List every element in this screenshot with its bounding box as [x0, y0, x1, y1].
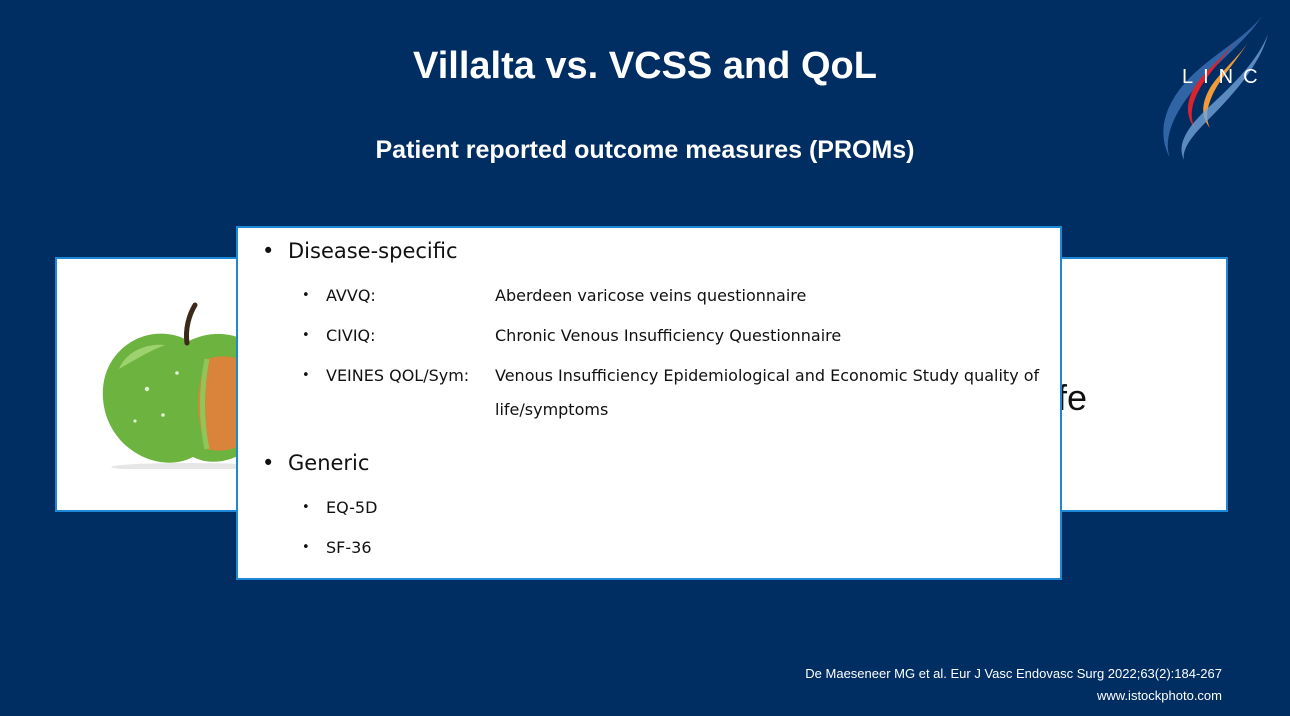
references: De Maeseneer MG et al. Eur J Vasc Endova… [805, 663, 1222, 707]
bullet-icon: • [302, 540, 310, 555]
linc-logo [1163, 16, 1268, 160]
bullet-icon: • [302, 288, 310, 303]
hidden-slide-text: fe [1057, 377, 1088, 418]
proms-list-panel: • Disease-specific • AVVQ: Aberdeen vari… [236, 226, 1062, 580]
bullet-icon: • [262, 451, 275, 475]
bullet-icon: • [262, 239, 275, 263]
image-credit: www.istockphoto.com [1097, 688, 1222, 703]
logo-text: LINC [1182, 66, 1268, 88]
bullet-icon: • [302, 368, 310, 383]
bullet-icon: • [302, 328, 310, 343]
slide-title: Villalta vs. VCSS and QoL [413, 45, 877, 87]
bullet-icon: • [302, 500, 310, 515]
citation: De Maeseneer MG et al. Eur J Vasc Endova… [805, 666, 1222, 681]
slide-subtitle: Patient reported outcome measures (PROMs… [375, 136, 915, 164]
